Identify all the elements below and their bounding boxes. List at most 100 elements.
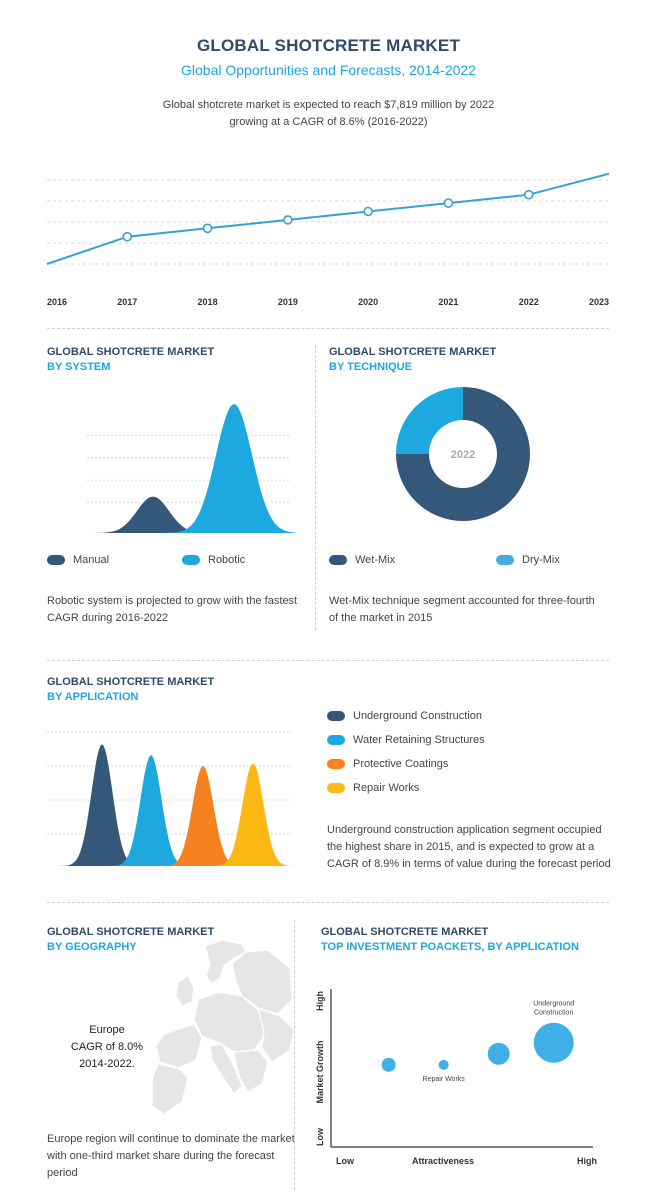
legend-protective-swatch <box>327 759 345 769</box>
legend-robotic-label: Robotic <box>208 554 246 566</box>
legend-protective-label: Protective Coatings <box>353 758 449 770</box>
technique-donut-chart: 2022 <box>396 387 530 521</box>
map-label-line2: CAGR of 8.0% <box>70 1041 144 1053</box>
legend-water: Water Retaining Structures <box>327 734 485 746</box>
legend-water-label: Water Retaining Structures <box>353 734 485 746</box>
system-curve-manual <box>89 496 217 533</box>
system-curve-robotic <box>162 404 297 533</box>
bubble-label-repair: Repair Works <box>423 1076 466 1083</box>
bubble-y-tick-low: Low <box>315 1127 325 1146</box>
legend-drymix: Dry-Mix <box>496 554 560 566</box>
bubble-point-2 <box>438 1059 449 1070</box>
application-curve-underground <box>60 744 144 866</box>
bubble-label-underground-2: Construction <box>534 1010 573 1017</box>
donut-slice-dry-mix <box>396 387 463 454</box>
map-uk <box>175 975 195 1007</box>
legend-wetmix-label: Wet-Mix <box>355 554 396 566</box>
legend-manual: Manual <box>47 554 109 566</box>
investment-heading-line1: GLOBAL SHOTCRETE MARKET <box>321 926 489 938</box>
application-heading-line1: GLOBAL SHOTCRETE MARKET <box>47 676 215 688</box>
europe-map <box>151 939 295 1115</box>
geography-text: Europe region will continue to dominate … <box>47 1133 295 1179</box>
map-label: Europe CAGR of 8.0% 2014-2022. <box>62 1022 152 1073</box>
system-heading: GLOBAL SHOTCRETE MARKET BY SYSTEM <box>47 345 307 375</box>
legend-protective: Protective Coatings <box>327 758 448 770</box>
map-scandinavia <box>204 939 247 985</box>
separator-3 <box>47 902 609 903</box>
line-chart-point-2020 <box>363 206 373 217</box>
investment-heading-line2: TOP INVESTMENT POACKETS, BY APPLICATION <box>321 941 579 953</box>
legend-water-swatch <box>327 735 345 745</box>
technique-heading-line2: BY TECHNIQUE <box>329 361 412 373</box>
separator-1 <box>47 328 609 329</box>
bubble-point-4 <box>533 1022 574 1063</box>
map-iberia <box>151 1063 189 1115</box>
line-chart-series <box>46 172 610 265</box>
map-label-line3: 2014-2022. <box>79 1058 135 1070</box>
bubble-x-tick-high: High <box>577 1156 597 1166</box>
system-text: Robotic system is projected to grow with… <box>47 595 298 624</box>
legend-underground-swatch <box>327 711 345 721</box>
bubble-x-label: Attractiveness <box>412 1156 474 1166</box>
legend-robotic-swatch <box>182 555 200 565</box>
donut-slice-wet-mix <box>396 387 530 521</box>
legend-manual-label: Manual <box>73 554 110 566</box>
technique-heading-line1: GLOBAL SHOTCRETE MARKET <box>329 346 497 358</box>
legend-robotic: Robotic <box>182 554 245 566</box>
intro-line-1: Global shotcrete market is expected to r… <box>162 99 495 111</box>
line-chart-point-2017 <box>122 231 133 242</box>
map-balkans <box>233 1049 269 1093</box>
line-chart-x-tick-2019: 2019 <box>278 297 298 307</box>
line-chart-x-tick-2023: 2023 <box>589 297 609 307</box>
geography-heading: GLOBAL SHOTCRETE MARKET BY GEOGRAPHY <box>47 925 287 955</box>
intro-line-2: growing at a CAGR of 8.6% (2016-2022) <box>229 116 428 128</box>
geography-heading-line2: BY GEOGRAPHY <box>47 941 137 953</box>
bubble-y-label: Market Growth <box>315 1040 325 1103</box>
application-curve-protective <box>161 766 245 866</box>
line-chart-point-2018 <box>202 223 213 234</box>
technique-heading: GLOBAL SHOTCRETE MARKET BY TECHNIQUE <box>329 345 589 375</box>
geography-heading-line1: GLOBAL SHOTCRETE MARKET <box>47 926 215 938</box>
investment-heading: GLOBAL SHOTCRETE MARKET TOP INVESTMENT P… <box>321 925 621 955</box>
technique-text: Wet-Mix technique segment accounted for … <box>329 595 595 624</box>
application-area-chart <box>47 731 295 866</box>
application-heading: GLOBAL SHOTCRETE MARKET BY APPLICATION <box>47 675 307 705</box>
legend-underground: Underground Construction <box>327 710 482 722</box>
bubble-point-1 <box>381 1057 396 1072</box>
legend-underground-label: Underground Construction <box>353 710 483 722</box>
line-chart-point-2019 <box>283 215 293 225</box>
line-chart-x-tick-2018: 2018 <box>198 297 218 307</box>
line-chart-point-2021 <box>443 198 454 208</box>
line-chart-x-tick-2016: 2016 <box>47 297 67 307</box>
map-label-line1: Europe <box>89 1024 125 1036</box>
page-subtitle: Global Opportunities and Forecasts, 2014… <box>181 62 476 78</box>
separator-v1 <box>315 345 316 630</box>
application-heading-line2: BY APPLICATION <box>47 691 139 703</box>
separator-v2 <box>294 920 295 1190</box>
system-heading-line2: BY SYSTEM <box>47 361 111 373</box>
legend-drymix-label: Dry-Mix <box>522 554 560 566</box>
legend-manual-swatch <box>47 555 65 565</box>
legend-wetmix-swatch <box>329 555 347 565</box>
map-italy <box>209 1043 243 1095</box>
legend-wetmix: Wet-Mix <box>329 554 395 566</box>
legend-repair: Repair Works <box>327 782 419 794</box>
separator-2 <box>47 660 609 661</box>
bubble-point-3 <box>487 1042 510 1065</box>
map-west <box>155 1023 203 1069</box>
line-chart-x-tick-2020: 2020 <box>358 297 378 307</box>
legend-repair-swatch <box>327 783 345 793</box>
page-title: GLOBAL SHOTCRETE MARKET <box>196 36 461 55</box>
legend-drymix-swatch <box>496 555 514 565</box>
line-chart-x-tick-2022: 2022 <box>519 297 539 307</box>
investment-bubble-chart: Low High Attractiveness Low High Market Growt… <box>315 989 597 1166</box>
line-chart-point-2022 <box>523 189 534 200</box>
line-chart-x-tick-2017: 2017 <box>117 297 137 307</box>
application-text: Underground construction application seg… <box>327 824 611 870</box>
forecast-line-chart: 2016 2017 2018 2019 2020 2021 2022 2023 <box>46 172 610 307</box>
intro-text: Global shotcrete market is expected to r… <box>150 97 507 131</box>
map-east <box>257 1007 295 1063</box>
legend-repair-label: Repair Works <box>353 782 420 794</box>
system-area-chart <box>87 404 297 533</box>
bubble-y-tick-high: High <box>315 991 325 1011</box>
